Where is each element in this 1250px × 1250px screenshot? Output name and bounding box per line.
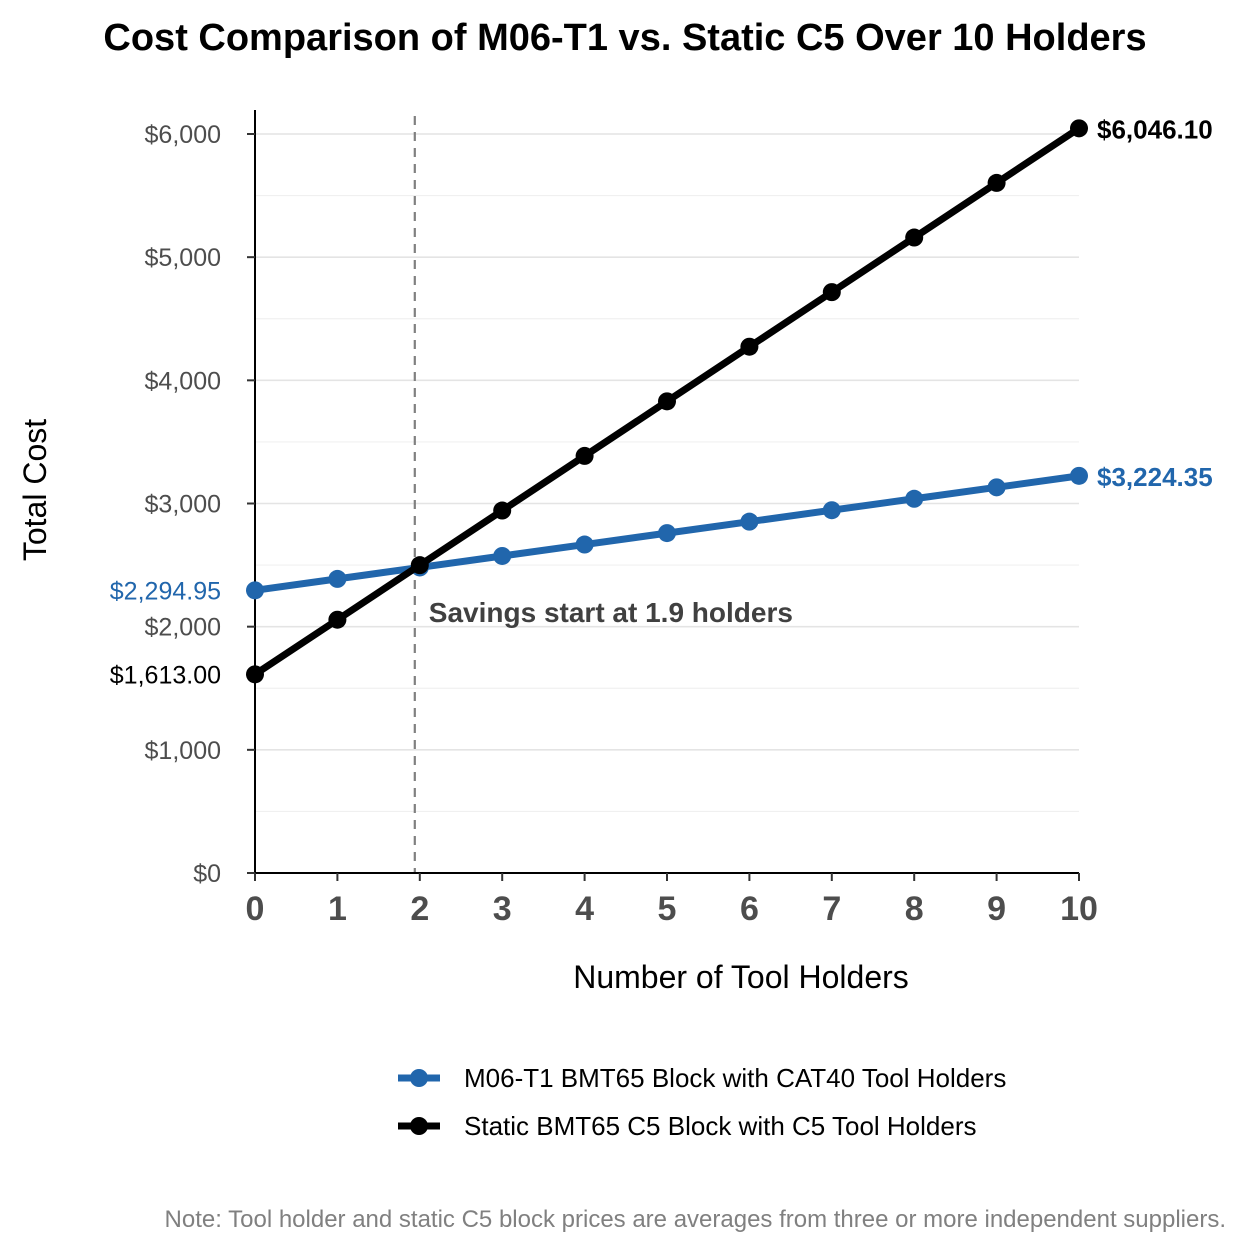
x-tick-label: 6 [740,890,759,928]
x-tick-label: 8 [905,890,924,928]
y-axis-ticks: $0 $1,000 $2,000 $3,000 $4,000 $5,000 $6,000 [145,121,255,888]
y-tick-label: $4,000 [145,367,221,395]
x-tick-label: 0 [246,890,265,928]
x-tick-label: 3 [493,890,512,928]
chart-note: Note: Tool holder and static C5 block pr… [165,1206,1226,1233]
start-label-static-c5: $1,613.00 [110,661,221,689]
series-m06-t1 [246,466,1088,600]
data-point-m06-t1 [740,512,759,531]
y-tick-label: $5,000 [145,244,221,272]
y-tick-label: $0 [193,860,221,888]
data-point-m06-t1 [328,569,347,588]
data-point-m06-t1 [493,546,512,565]
legend-label: M06-T1 BMT65 Block with CAT40 Tool Holde… [464,1063,1006,1093]
x-tick-label: 5 [658,890,677,928]
y-tick-label: $2,000 [145,614,221,642]
x-tick-label: 1 [328,890,347,928]
legend-item-static-c5: Static BMT65 C5 Block with C5 Tool Holde… [398,1111,977,1141]
data-point-static-c5 [822,283,841,302]
data-point-static-c5 [1070,119,1088,138]
grid-lines [255,133,1079,813]
data-labels: $2,294.95 $3,224.35 $1,613.00 $6,046.10 [110,114,1213,689]
y-axis-title: Total Cost [17,419,53,561]
data-point-static-c5 [987,173,1006,192]
x-tick-label: 2 [410,890,429,928]
end-label-static-c5: $6,046.10 [1097,114,1213,144]
x-tick-label: 7 [822,890,841,928]
chart-title: Cost Comparison of M06-T1 vs. Static C5 … [103,17,1146,59]
breakeven-annotation: Savings start at 1.9 holders [429,597,793,628]
data-point-static-c5 [328,610,347,629]
data-point-static-c5 [246,665,264,684]
data-point-static-c5 [905,228,924,247]
data-point-static-c5 [410,556,429,575]
data-point-static-c5 [575,446,594,465]
y-tick-label: $6,000 [145,121,221,149]
legend-label: Static BMT65 C5 Block with C5 Tool Holde… [464,1111,977,1141]
data-point-m06-t1 [987,478,1006,497]
end-label-m06-t1: $3,224.35 [1097,462,1213,492]
data-point-m06-t1 [1070,466,1088,485]
data-point-m06-t1 [822,501,841,520]
breakeven-marker: Savings start at 1.9 holders [413,116,793,873]
series-lines [246,119,1088,684]
data-point-m06-t1 [905,489,924,508]
data-point-static-c5 [658,392,676,411]
data-point-m06-t1 [246,581,264,600]
x-tick-label: 4 [575,890,594,928]
x-tick-label: 10 [1060,890,1098,928]
data-point-static-c5 [740,337,759,356]
data-point-m06-t1 [575,535,594,554]
data-point-static-c5 [493,501,512,520]
legend-swatch-point [410,1069,428,1087]
legend: M06-T1 BMT65 Block with CAT40 Tool Holde… [398,1063,1006,1141]
y-tick-label: $1,000 [145,737,221,765]
x-tick-label: 9 [987,890,1006,928]
x-axis-ticks: 0 1 2 3 4 5 6 7 8 9 10 [246,873,1098,928]
legend-item-m06-t1: M06-T1 BMT65 Block with CAT40 Tool Holde… [398,1063,1006,1093]
legend-swatch-point [410,1117,428,1135]
series-static-c5 [246,119,1088,684]
y-tick-label: $3,000 [145,491,221,519]
data-point-m06-t1 [658,524,676,543]
start-label-m06-t1: $2,294.95 [110,577,221,605]
x-axis-title: Number of Tool Holders [573,959,909,995]
